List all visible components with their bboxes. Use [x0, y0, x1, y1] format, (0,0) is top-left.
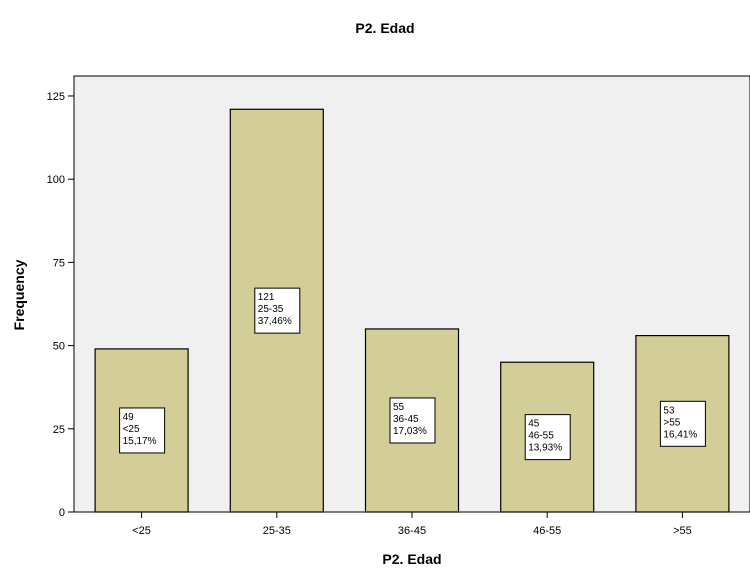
chart-title: P2. Edad [355, 20, 414, 36]
data-label: 46-55 [528, 431, 554, 442]
data-label: 15,17% [123, 436, 157, 447]
y-tick-label: 125 [47, 91, 65, 103]
data-label: 49 [123, 412, 135, 423]
data-label-box [254, 287, 301, 334]
data-label-box [119, 407, 166, 454]
data-label: 121 [258, 292, 275, 303]
data-label: 17,03% [393, 426, 427, 437]
data-label-box [389, 397, 436, 444]
x-tick-label: >55 [673, 525, 692, 537]
y-axis-title: Frequency [11, 259, 27, 330]
y-tick-label: 50 [53, 341, 65, 353]
x-ticks-group: <25 25-35 36-45 46-55 >55 [132, 512, 692, 537]
x-tick-label: <25 [132, 525, 151, 537]
data-label-box [659, 400, 706, 447]
data-label: 36-45 [393, 414, 419, 425]
x-axis-title: P2. Edad [382, 551, 441, 567]
data-label: 45 [528, 419, 540, 430]
data-label: 37,46% [258, 316, 292, 327]
x-tick-label: 25-35 [263, 525, 291, 537]
data-label: 55 [393, 402, 405, 413]
data-label-box [524, 414, 571, 461]
data-label: 13,93% [528, 443, 562, 454]
data-label: 53 [663, 405, 675, 416]
data-label: 25-35 [258, 304, 284, 315]
y-tick-label: 0 [59, 507, 65, 519]
x-tick-label: 46-55 [533, 525, 561, 537]
y-tick-label: 100 [47, 174, 65, 186]
data-label: <25 [123, 424, 140, 435]
data-label: 16,41% [663, 429, 697, 440]
y-tick-label: 25 [53, 424, 65, 436]
y-tick-label: 75 [53, 257, 65, 269]
data-label: >55 [663, 417, 680, 428]
y-ticks-group: 0 25 50 75 100 125 [47, 91, 74, 519]
x-tick-label: 36-45 [398, 525, 426, 537]
